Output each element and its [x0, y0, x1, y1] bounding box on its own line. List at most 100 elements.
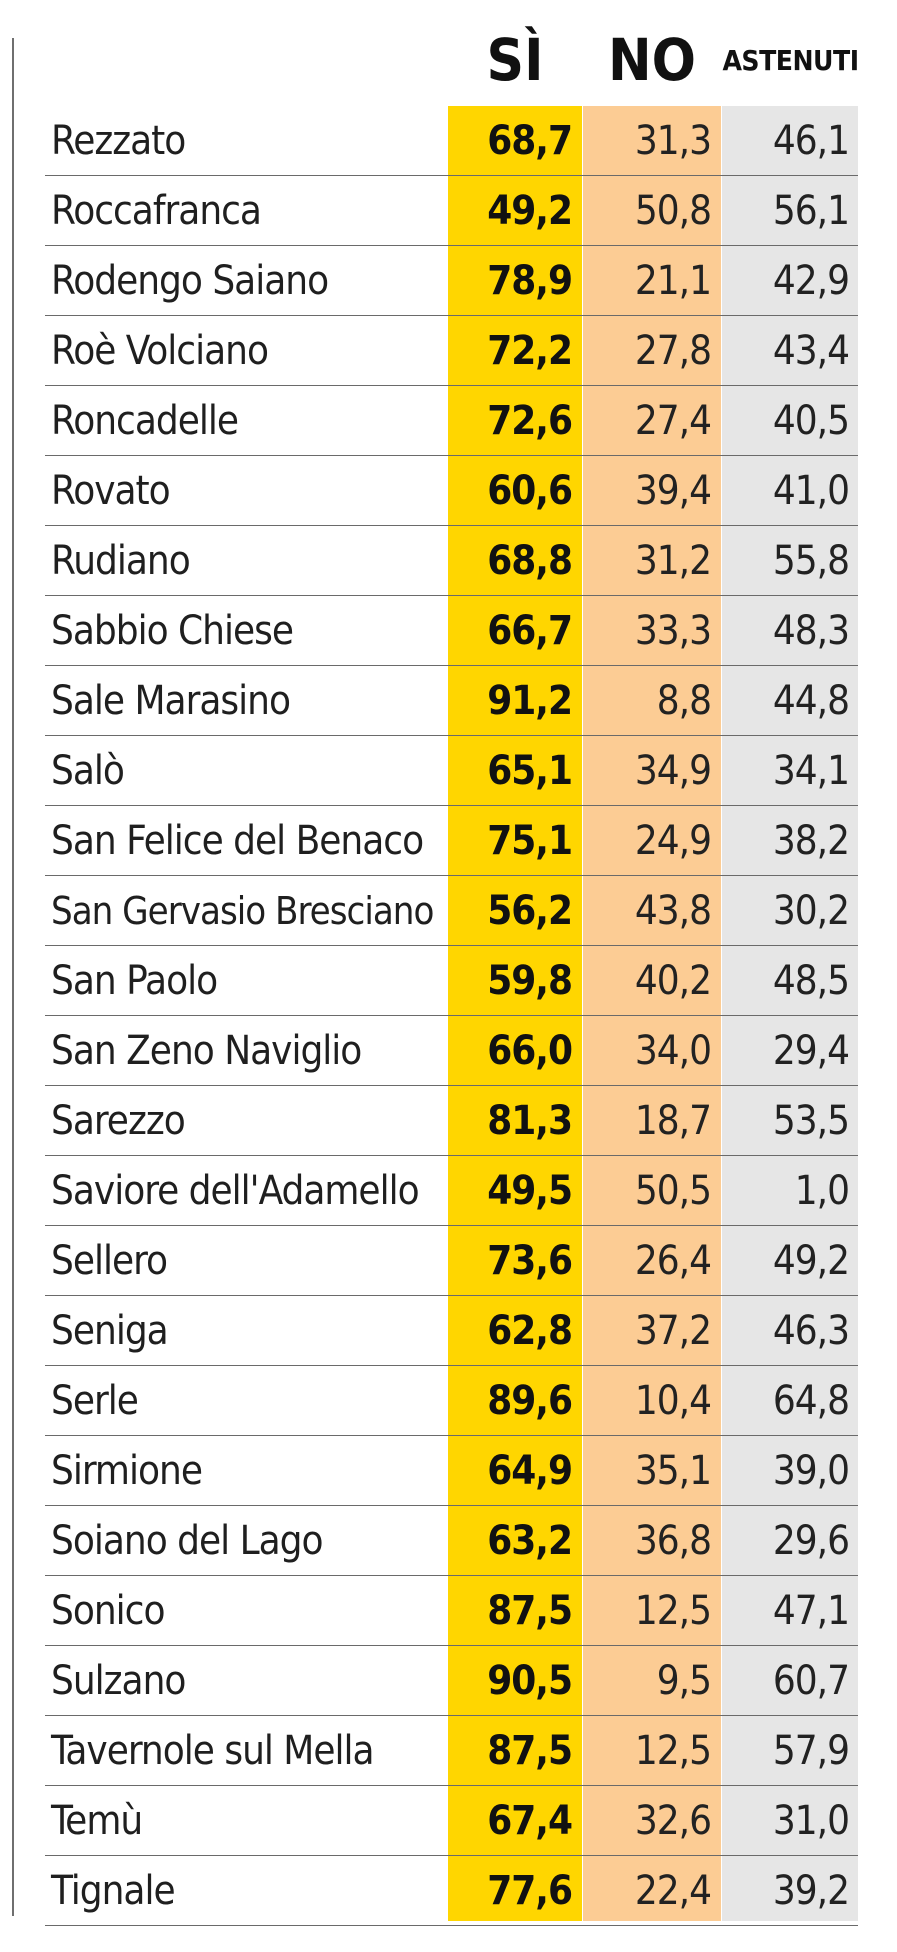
no-value: 43,8 [634, 888, 712, 934]
comune-name: Saviore dell'Adamello [51, 1168, 420, 1214]
astenuti-value: 56,1 [772, 188, 850, 234]
left-rule [12, 38, 14, 1916]
no-value: 50,5 [634, 1168, 712, 1214]
no-value: 33,3 [634, 608, 712, 654]
si-value: 81,3 [487, 1098, 573, 1144]
comune-name: Roè Volciano [51, 328, 269, 374]
si-value: 75,1 [487, 818, 573, 864]
si-value: 73,6 [487, 1238, 573, 1284]
si-value: 64,9 [487, 1448, 573, 1494]
astenuti-value: 30,2 [772, 888, 850, 934]
astenuti-value: 1,0 [794, 1168, 850, 1214]
si-value: 87,5 [487, 1588, 573, 1634]
si-value: 89,6 [487, 1378, 573, 1424]
si-value: 56,2 [487, 888, 573, 934]
comune-name: San Paolo [51, 958, 218, 1004]
si-value: 67,4 [487, 1798, 573, 1844]
no-value: 21,1 [634, 258, 712, 304]
table-row: Sirmione 64,9 35,1 39,0 [45, 1436, 858, 1506]
si-value: 49,2 [487, 188, 573, 234]
table-row: Sale Marasino 91,2 8,8 44,8 [45, 666, 858, 736]
no-value: 8,8 [656, 678, 712, 724]
si-value: 66,7 [487, 608, 573, 654]
no-value: 9,5 [656, 1658, 712, 1704]
no-value: 10,4 [634, 1378, 712, 1424]
no-value: 26,4 [634, 1238, 712, 1284]
si-value: 72,6 [487, 398, 573, 444]
table-row: Sulzano 90,5 9,5 60,7 [45, 1646, 858, 1716]
no-value: 27,4 [634, 398, 712, 444]
astenuti-value: 31,0 [772, 1798, 850, 1844]
no-value: 12,5 [634, 1728, 712, 1774]
si-value: 68,7 [487, 118, 573, 164]
comune-name: Sarezzo [51, 1098, 186, 1144]
si-value: 68,8 [487, 538, 573, 584]
astenuti-value: 38,2 [772, 818, 850, 864]
header-astenuti: ASTENUTI [722, 43, 859, 77]
astenuti-value: 46,1 [772, 118, 850, 164]
no-value: 50,8 [634, 188, 712, 234]
table-row: Tavernole sul Mella 87,5 12,5 57,9 [45, 1716, 858, 1786]
comune-name: Salò [51, 748, 125, 794]
astenuti-value: 39,2 [772, 1868, 850, 1914]
table-row: Serle 89,6 10,4 64,8 [45, 1366, 858, 1436]
astenuti-value: 44,8 [772, 678, 850, 724]
astenuti-value: 47,1 [772, 1588, 850, 1634]
table-row: Sonico 87,5 12,5 47,1 [45, 1576, 858, 1646]
table-row: Seniga 62,8 37,2 46,3 [45, 1296, 858, 1366]
table-row: Temù 67,4 32,6 31,0 [45, 1786, 858, 1856]
si-value: 65,1 [487, 748, 573, 794]
no-value: 18,7 [634, 1098, 712, 1144]
comune-name: Sabbio Chiese [51, 608, 294, 654]
table-row: San Felice del Benaco 75,1 24,9 38,2 [45, 806, 858, 876]
si-value: 62,8 [487, 1308, 573, 1354]
table-row: Saviore dell'Adamello 49,5 50,5 1,0 [45, 1156, 858, 1226]
comune-name: Sellero [51, 1238, 168, 1284]
table-row: Salò 65,1 34,9 34,1 [45, 736, 858, 806]
astenuti-value: 48,5 [772, 958, 850, 1004]
si-value: 63,2 [487, 1518, 573, 1564]
comune-name: Rovato [51, 468, 171, 514]
astenuti-value: 29,4 [772, 1028, 850, 1074]
table-row: Rovato 60,6 39,4 41,0 [45, 456, 858, 526]
si-column-background [448, 106, 582, 1921]
table-row: Sellero 73,6 26,4 49,2 [45, 1226, 858, 1296]
comune-name: Sulzano [51, 1658, 186, 1704]
si-value: 78,9 [487, 258, 573, 304]
comune-name: Tavernole sul Mella [51, 1728, 375, 1774]
no-value: 34,0 [634, 1028, 712, 1074]
si-value: 72,2 [487, 328, 573, 374]
table-row: San Zeno Naviglio 66,0 34,0 29,4 [45, 1016, 858, 1086]
table-row: Rodengo Saiano 78,9 21,1 42,9 [45, 246, 858, 316]
comune-name: Roncadelle [51, 398, 239, 444]
no-value: 39,4 [634, 468, 712, 514]
no-value: 27,8 [634, 328, 712, 374]
no-value: 36,8 [634, 1518, 712, 1564]
no-value: 34,9 [634, 748, 712, 794]
astenuti-value: 41,0 [772, 468, 850, 514]
table-row: Rudiano 68,8 31,2 55,8 [45, 526, 858, 596]
si-value: 91,2 [487, 678, 573, 724]
astenuti-value: 34,1 [772, 748, 850, 794]
no-value: 22,4 [634, 1868, 712, 1914]
comune-name: San Zeno Naviglio [51, 1028, 362, 1074]
astenuti-value: 64,8 [772, 1378, 850, 1424]
table-row: Tignale 77,6 22,4 39,2 [45, 1856, 858, 1926]
astenuti-value: 40,5 [772, 398, 850, 444]
astenuti-value: 48,3 [772, 608, 850, 654]
no-value: 37,2 [634, 1308, 712, 1354]
astenuti-value: 60,7 [772, 1658, 850, 1704]
comune-name: San Gervasio Bresciano [51, 889, 434, 933]
astenuti-value: 46,3 [772, 1308, 850, 1354]
astenuti-value: 49,2 [772, 1238, 850, 1284]
si-value: 49,5 [487, 1168, 573, 1214]
si-value: 59,8 [487, 958, 573, 1004]
comune-name: Tignale [51, 1868, 176, 1914]
si-value: 60,6 [487, 468, 573, 514]
comune-name: Seniga [51, 1308, 169, 1354]
table-row: Soiano del Lago 63,2 36,8 29,6 [45, 1506, 858, 1576]
comune-name: Roccafranca [51, 188, 262, 234]
no-value: 24,9 [634, 818, 712, 864]
astenuti-value: 39,0 [772, 1448, 850, 1494]
no-value: 31,3 [634, 118, 712, 164]
